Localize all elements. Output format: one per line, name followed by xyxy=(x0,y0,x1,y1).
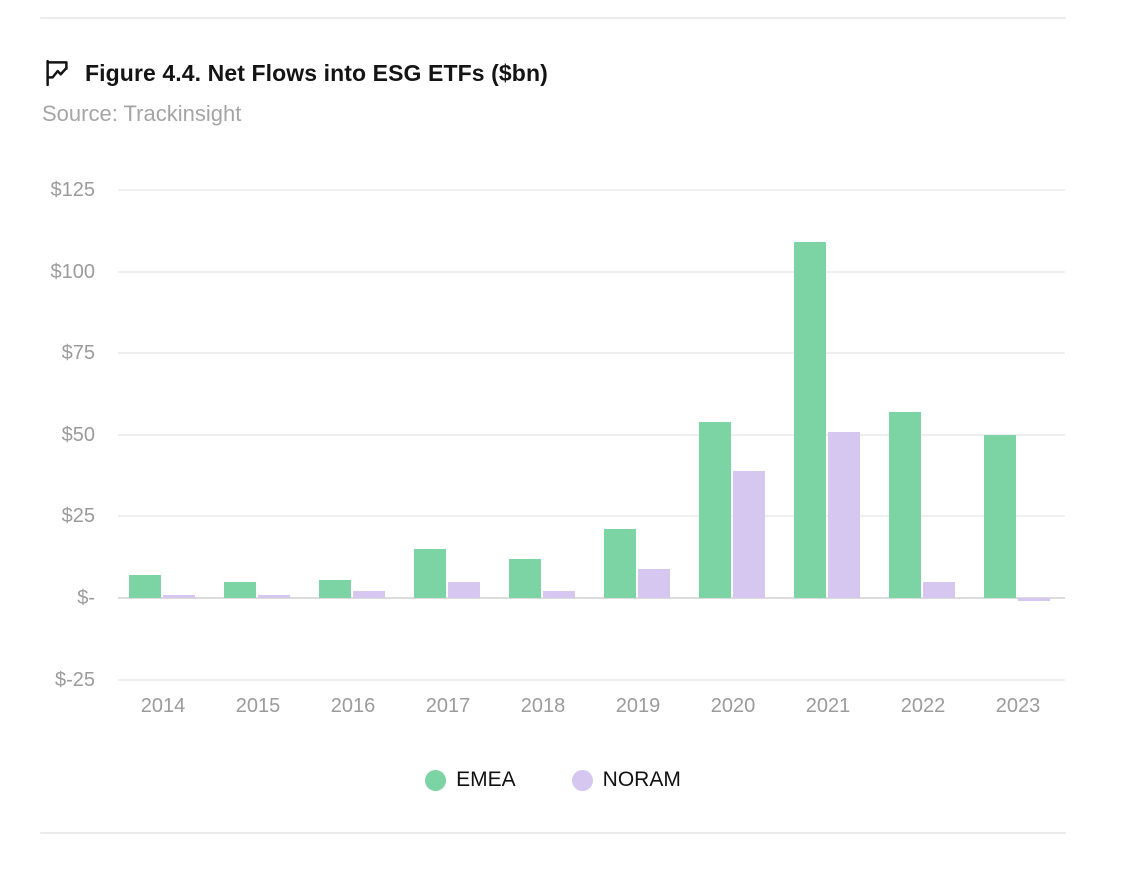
gridline-25 xyxy=(118,515,1065,518)
bar-emea-2019 xyxy=(604,529,636,598)
emea-swatch-icon xyxy=(425,769,447,791)
bar-noram-2015 xyxy=(258,594,290,598)
y-tick-label: $125 xyxy=(50,179,96,201)
bar-noram-2021 xyxy=(828,431,860,598)
x-tick-label: 2018 xyxy=(520,695,566,717)
y-tick-label: $75 xyxy=(61,342,95,365)
x-tick-label: 2021 xyxy=(805,695,851,717)
flag-chart-icon xyxy=(42,58,72,88)
bar-emea-2021 xyxy=(794,242,826,598)
bar-emea-2014 xyxy=(129,575,161,598)
gridline-50 xyxy=(118,433,1065,436)
x-tick-label: 2020 xyxy=(710,695,756,717)
bar-noram-2023 xyxy=(1018,598,1050,602)
gridline-75 xyxy=(118,352,1065,355)
y-tick-label: $- xyxy=(77,587,95,609)
x-tick-label: 2015 xyxy=(235,695,281,717)
gridline-0 xyxy=(118,597,1065,599)
legend-label-emea: EMEA xyxy=(456,768,516,791)
bar-emea-2020 xyxy=(699,421,731,598)
y-tick-label: $-25 xyxy=(54,668,95,691)
x-tick-label: 2023 xyxy=(995,695,1041,717)
legend-item-emea: EMEA xyxy=(425,768,516,792)
noram-swatch-icon xyxy=(571,769,593,791)
bar-noram-2019 xyxy=(638,568,670,598)
bar-noram-2017 xyxy=(448,581,480,598)
chart-header: Figure 4.4. Net Flows into ESG ETFs ($bn… xyxy=(42,58,548,127)
x-tick-label: 2017 xyxy=(425,695,471,717)
bar-emea-2022 xyxy=(889,411,921,598)
x-tick-label: 2019 xyxy=(615,695,661,717)
bottom-divider xyxy=(40,832,1066,834)
gridline-100 xyxy=(118,270,1065,273)
gridline-125 xyxy=(118,189,1065,191)
bar-emea-2016 xyxy=(319,580,351,598)
bar-noram-2014 xyxy=(163,594,195,598)
bar-noram-2020 xyxy=(733,470,765,598)
x-tick-label: 2014 xyxy=(140,695,186,717)
bar-emea-2015 xyxy=(224,581,256,598)
legend-item-noram: NORAM xyxy=(571,768,681,792)
bar-noram-2018 xyxy=(543,591,575,598)
chart-legend: EMEA NORAM xyxy=(40,768,1066,792)
x-tick-label: 2016 xyxy=(330,695,376,717)
bar-emea-2018 xyxy=(509,558,541,598)
bar-noram-2022 xyxy=(923,581,955,598)
y-tick-label: $50 xyxy=(61,423,95,446)
bar-noram-2016 xyxy=(353,591,385,598)
top-divider xyxy=(40,17,1066,19)
chart-source: Source: Trackinsight xyxy=(42,101,242,126)
bar-emea-2023 xyxy=(984,434,1016,598)
x-tick-label: 2022 xyxy=(900,695,946,717)
bar-emea-2017 xyxy=(414,549,446,598)
gridline--25 xyxy=(118,678,1065,681)
y-tick-label: $100 xyxy=(50,260,96,283)
legend-label-noram: NORAM xyxy=(602,768,681,791)
y-tick-label: $25 xyxy=(61,505,95,528)
chart-title: Figure 4.4. Net Flows into ESG ETFs ($bn… xyxy=(85,59,548,86)
